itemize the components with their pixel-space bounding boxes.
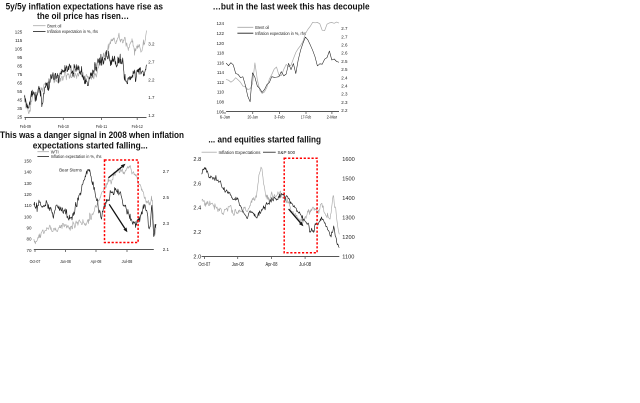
svg-text:110: 110 [24, 203, 32, 208]
svg-text:2.8: 2.8 [193, 157, 201, 163]
svg-text:2-Mar: 2-Mar [327, 114, 338, 119]
svg-text:Inflation expectation in %, rh: Inflation expectation in %, rhs [51, 154, 102, 159]
svg-text:2.2: 2.2 [193, 230, 201, 236]
svg-text:2.4: 2.4 [341, 75, 348, 80]
svg-text:2.7: 2.7 [341, 34, 348, 39]
svg-text:1500: 1500 [342, 176, 354, 182]
svg-text:Feb-09: Feb-09 [20, 124, 32, 129]
svg-text:the oil price has risen…: the oil price has risen… [37, 11, 129, 22]
svg-text:120: 120 [216, 41, 224, 46]
svg-text:95: 95 [17, 55, 23, 60]
svg-text:140: 140 [24, 170, 32, 175]
svg-text:5y/5y inflation expectations h: 5y/5y inflation expectations have rise a… [6, 1, 163, 12]
svg-text:2.7: 2.7 [341, 26, 348, 31]
svg-text:2.3: 2.3 [163, 221, 170, 226]
svg-text:This was a danger signal in 20: This was a danger signal in 2008 when in… [0, 130, 184, 141]
svg-text:130: 130 [24, 181, 32, 186]
svg-text:2.5: 2.5 [341, 67, 348, 72]
svg-text:70: 70 [26, 248, 32, 253]
svg-text:3.2: 3.2 [148, 42, 155, 47]
svg-text:55: 55 [17, 89, 23, 94]
svg-text:Bear Sterns: Bear Sterns [59, 168, 82, 173]
svg-text:Jul-08: Jul-08 [122, 259, 133, 264]
svg-text:115: 115 [15, 38, 23, 43]
svg-text:Inflation expectation in %, rh: Inflation expectation in %, rhs [47, 29, 98, 34]
svg-text:Jan-08: Jan-08 [60, 259, 71, 264]
svg-text:Inflation expectation in %, rh: Inflation expectation in %, rhs [255, 31, 306, 36]
svg-text:1200: 1200 [342, 235, 354, 241]
svg-text:1100: 1100 [342, 255, 354, 261]
svg-text:120: 120 [24, 192, 32, 197]
svg-text:Feb-10: Feb-10 [58, 124, 70, 129]
svg-text:85: 85 [17, 64, 23, 69]
svg-text:Brent oil: Brent oil [255, 25, 269, 30]
svg-text:106: 106 [216, 109, 224, 114]
svg-text:2.7: 2.7 [148, 59, 155, 64]
svg-text:Jul-08: Jul-08 [299, 262, 311, 268]
svg-text:80: 80 [26, 237, 32, 242]
svg-text:2.7: 2.7 [163, 169, 170, 174]
svg-text:122: 122 [216, 31, 224, 36]
svg-text:110: 110 [217, 90, 225, 95]
svg-text:150: 150 [24, 159, 32, 164]
svg-text:90: 90 [26, 225, 32, 230]
svg-text:2.5: 2.5 [163, 195, 170, 200]
svg-text:…but in the last week this has: …but in the last week this has decouple [213, 2, 370, 13]
svg-text:2.4: 2.4 [193, 206, 201, 212]
svg-text:Inflation Expectations: Inflation Expectations [219, 150, 262, 155]
svg-text:6-Jan: 6-Jan [220, 114, 231, 119]
svg-text:1600: 1600 [342, 157, 354, 163]
svg-text:125: 125 [15, 30, 23, 35]
svg-text:2.6: 2.6 [341, 43, 348, 48]
svg-text:114: 114 [217, 70, 225, 75]
svg-text:1.2: 1.2 [148, 113, 155, 118]
svg-text:25: 25 [17, 114, 23, 119]
svg-text:2.3: 2.3 [341, 92, 348, 97]
svg-text:112: 112 [217, 80, 225, 85]
svg-text:2.1: 2.1 [163, 247, 170, 252]
svg-text:Feb-11: Feb-11 [96, 124, 108, 129]
svg-text:Feb-12: Feb-12 [132, 124, 144, 129]
svg-text:75: 75 [17, 72, 23, 77]
svg-text:Jan-08: Jan-08 [232, 262, 244, 268]
svg-text:2.4: 2.4 [341, 84, 348, 89]
svg-text:35: 35 [17, 106, 23, 111]
svg-text:1.7: 1.7 [148, 95, 155, 100]
svg-text:Apr-08: Apr-08 [91, 259, 102, 264]
svg-text:WTI: WTI [51, 149, 59, 154]
svg-text:2.6: 2.6 [193, 181, 201, 187]
svg-text:108: 108 [216, 100, 224, 105]
svg-text:2.2: 2.2 [341, 108, 348, 113]
svg-text:2.5: 2.5 [341, 59, 348, 64]
svg-text:1400: 1400 [342, 196, 354, 202]
svg-text:2.2: 2.2 [148, 77, 155, 82]
svg-text:20-Jan: 20-Jan [247, 114, 258, 119]
svg-text:118: 118 [217, 51, 225, 56]
svg-text:100: 100 [24, 214, 32, 219]
svg-text:Brent oil: Brent oil [47, 23, 61, 28]
svg-text:124: 124 [216, 21, 224, 26]
svg-text:65: 65 [17, 80, 23, 85]
svg-text:105: 105 [15, 47, 23, 52]
svg-text:expectations started falling..: expectations started falling... [33, 140, 148, 151]
svg-text:2.0: 2.0 [193, 255, 201, 261]
svg-text:1300: 1300 [342, 215, 354, 221]
svg-text:3-Feb: 3-Feb [274, 114, 285, 119]
svg-text:17-Feb: 17-Feb [301, 114, 312, 119]
svg-text:S&P 500: S&P 500 [278, 150, 296, 155]
svg-text:116: 116 [217, 60, 225, 65]
svg-text:2.6: 2.6 [341, 51, 348, 56]
svg-text:... and equities started falli: ... and equities started falling [208, 134, 321, 145]
svg-text:45: 45 [17, 97, 23, 102]
svg-text:Oct-07: Oct-07 [198, 262, 210, 268]
svg-text:Oct-07: Oct-07 [30, 259, 41, 264]
svg-text:Apr-08: Apr-08 [266, 262, 278, 268]
svg-text:2.3: 2.3 [341, 100, 348, 105]
